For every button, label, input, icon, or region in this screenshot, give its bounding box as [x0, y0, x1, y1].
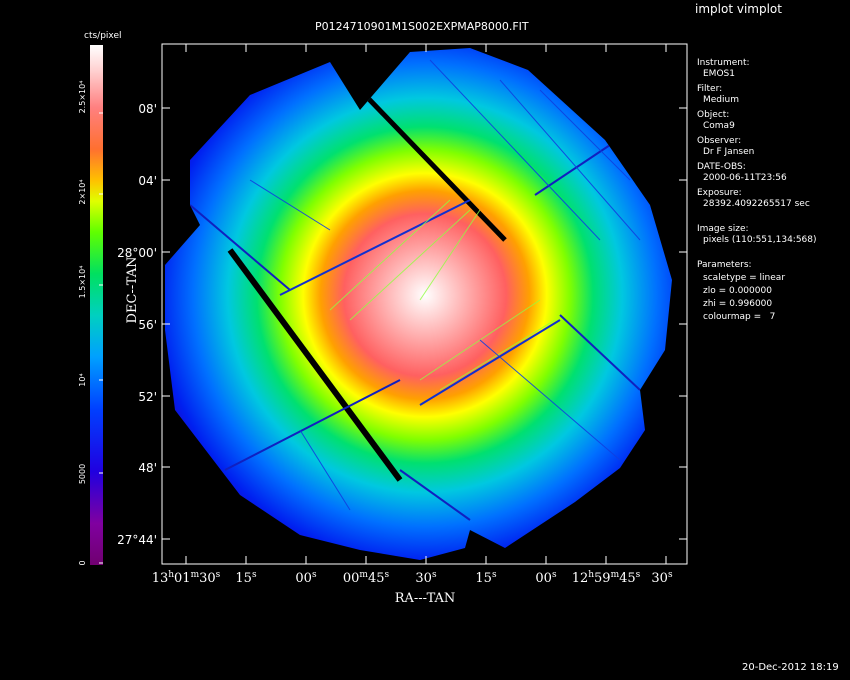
- x-tick-label: 13h01m30s: [152, 570, 221, 586]
- plot-frame: [161, 43, 688, 565]
- y-tick-label: 48': [138, 461, 157, 475]
- x-tick-label: 30s: [651, 570, 673, 586]
- exposure-label: Exposure:: [697, 188, 742, 198]
- y-tick-label: 04': [138, 174, 157, 188]
- x-tick-label: 15s: [475, 570, 497, 586]
- y-tick-marks: [162, 107, 687, 540]
- x-tick-marks: [185, 44, 667, 564]
- plot-title: P0124710901M1S002EXPMAP8000.FIT: [315, 20, 529, 33]
- y-tick-label: 52': [138, 390, 157, 404]
- y-axis-label: DEC--TAN: [125, 257, 140, 324]
- ccd-gap-main-diagonal-2: [227, 248, 403, 482]
- colourmap-value: colourmap = 7: [703, 312, 776, 322]
- program-title: implot vimplot: [695, 2, 782, 16]
- x-tick-label: 12h59m45s: [572, 570, 641, 586]
- x-tick-label: 00s: [535, 570, 557, 586]
- scaletype-value: scaletype = linear: [703, 273, 786, 283]
- exposure-map-image: [165, 48, 672, 560]
- filter-label: Filter:: [697, 84, 723, 94]
- date-obs-value: 2000-06-11T23:56: [703, 173, 787, 183]
- y-tick-label: 08': [138, 102, 157, 116]
- y-tick-label: 56': [138, 318, 157, 332]
- colorbar-tick-marks: [99, 112, 103, 564]
- colorbar: [90, 45, 103, 565]
- y-tick-label: 27°44': [117, 533, 157, 547]
- x-tick-label: 15s: [235, 570, 257, 586]
- observer-label: Observer:: [697, 136, 742, 146]
- x-tick-label: 00s: [295, 570, 317, 586]
- x-tick-label: 00m45s: [343, 570, 390, 586]
- date-obs-label: DATE-OBS:: [697, 162, 746, 172]
- instrument-label: Instrument:: [697, 58, 750, 68]
- colorbar-title: cts/pixel: [84, 31, 122, 41]
- colorbar-tick-label: 2×10⁴: [78, 179, 87, 204]
- colorbar-tick-label: 0: [78, 560, 87, 565]
- instrument-value: EMOS1: [703, 69, 735, 79]
- filter-value: Medium: [703, 95, 739, 105]
- object-value: Coma9: [703, 121, 735, 131]
- colorbar-tick-label: 5000: [78, 464, 87, 484]
- timestamp: 20-Dec-2012 18:19: [742, 662, 839, 673]
- image-size-label: Image size:: [697, 224, 749, 234]
- exposure-value: 28392.4092265517 sec: [703, 199, 810, 209]
- parameters-label: Parameters:: [697, 260, 752, 270]
- info-panel: Instrument: EMOS1 Filter: Medium Object:…: [697, 58, 847, 323]
- x-axis-label: RA---TAN: [395, 591, 456, 606]
- x-tick-label: 30s: [415, 570, 437, 586]
- observer-value: Dr F Jansen: [703, 147, 755, 157]
- y-tick-label: 28°00': [117, 246, 157, 260]
- object-label: Object:: [697, 110, 730, 120]
- zlo-value: zlo = 0.000000: [703, 286, 772, 296]
- colorbar-tick-label: 1.5×10⁴: [78, 266, 87, 299]
- image-size-value: pixels (110:551,134:568): [703, 235, 817, 245]
- colorbar-tick-label: 2.5×10⁴: [78, 81, 87, 114]
- zhi-value: zhi = 0.996000: [703, 299, 773, 309]
- colorbar-tick-label: 10⁴: [78, 373, 87, 386]
- ccd-gap-main-diagonal: [363, 93, 507, 242]
